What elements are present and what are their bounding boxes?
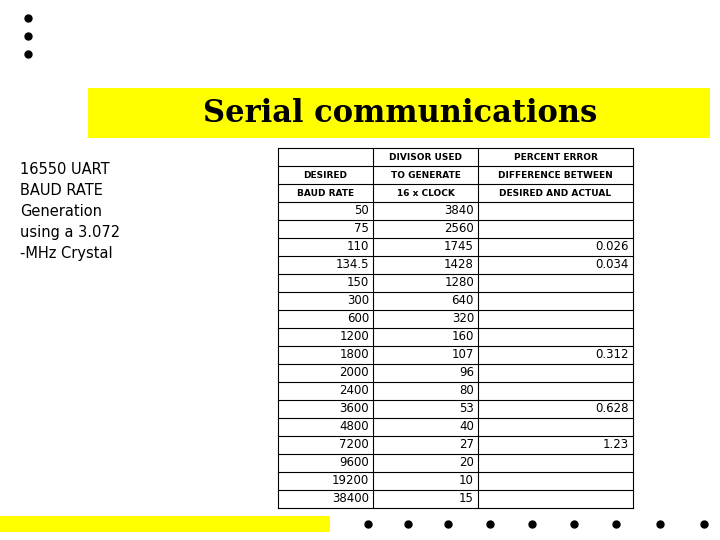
Text: 600: 600 bbox=[347, 313, 369, 326]
Text: 107: 107 bbox=[451, 348, 474, 361]
Text: 19200: 19200 bbox=[332, 475, 369, 488]
Text: 320: 320 bbox=[451, 313, 474, 326]
Bar bbox=[0, 516, 330, 532]
Text: 40: 40 bbox=[459, 421, 474, 434]
Text: BAUD RATE: BAUD RATE bbox=[297, 188, 354, 198]
Text: 50: 50 bbox=[354, 205, 369, 218]
Text: 15: 15 bbox=[459, 492, 474, 505]
Text: DESIRED AND ACTUAL: DESIRED AND ACTUAL bbox=[500, 188, 611, 198]
Text: 1745: 1745 bbox=[444, 240, 474, 253]
Text: 0.312: 0.312 bbox=[595, 348, 629, 361]
Text: 1800: 1800 bbox=[339, 348, 369, 361]
Text: 16550 UART: 16550 UART bbox=[20, 162, 109, 177]
Text: 1280: 1280 bbox=[444, 276, 474, 289]
Text: 96: 96 bbox=[459, 367, 474, 380]
Text: 110: 110 bbox=[346, 240, 369, 253]
Text: 160: 160 bbox=[451, 330, 474, 343]
Text: 20: 20 bbox=[459, 456, 474, 469]
Text: 0.026: 0.026 bbox=[595, 240, 629, 253]
Text: 300: 300 bbox=[347, 294, 369, 307]
Text: 75: 75 bbox=[354, 222, 369, 235]
Text: 2000: 2000 bbox=[339, 367, 369, 380]
Text: BAUD RATE: BAUD RATE bbox=[20, 183, 103, 198]
Text: 3840: 3840 bbox=[444, 205, 474, 218]
Bar bbox=[88, 88, 710, 138]
Text: 150: 150 bbox=[347, 276, 369, 289]
Text: DESIRED: DESIRED bbox=[304, 171, 348, 179]
Text: 134.5: 134.5 bbox=[336, 259, 369, 272]
Text: Serial communications: Serial communications bbox=[203, 98, 597, 129]
Text: 7200: 7200 bbox=[339, 438, 369, 451]
Text: 0.628: 0.628 bbox=[595, 402, 629, 415]
Text: 38400: 38400 bbox=[332, 492, 369, 505]
Text: 10: 10 bbox=[459, 475, 474, 488]
Text: 2560: 2560 bbox=[444, 222, 474, 235]
Text: -MHz Crystal: -MHz Crystal bbox=[20, 246, 112, 261]
Text: Generation: Generation bbox=[20, 204, 102, 219]
Text: DIFFERENCE BETWEEN: DIFFERENCE BETWEEN bbox=[498, 171, 613, 179]
Text: using a 3.072: using a 3.072 bbox=[20, 225, 120, 240]
Text: 1.23: 1.23 bbox=[603, 438, 629, 451]
Text: 9600: 9600 bbox=[339, 456, 369, 469]
Text: 80: 80 bbox=[459, 384, 474, 397]
Text: 4800: 4800 bbox=[339, 421, 369, 434]
Text: 27: 27 bbox=[459, 438, 474, 451]
Text: 640: 640 bbox=[451, 294, 474, 307]
Text: 0.034: 0.034 bbox=[595, 259, 629, 272]
Text: PERCENT ERROR: PERCENT ERROR bbox=[513, 152, 598, 161]
Text: 2400: 2400 bbox=[339, 384, 369, 397]
Text: TO GENERATE: TO GENERATE bbox=[390, 171, 460, 179]
Text: 16 x CLOCK: 16 x CLOCK bbox=[397, 188, 454, 198]
Text: DIVISOR USED: DIVISOR USED bbox=[389, 152, 462, 161]
Text: 3600: 3600 bbox=[339, 402, 369, 415]
Text: 1200: 1200 bbox=[339, 330, 369, 343]
Text: 1428: 1428 bbox=[444, 259, 474, 272]
Text: 53: 53 bbox=[459, 402, 474, 415]
